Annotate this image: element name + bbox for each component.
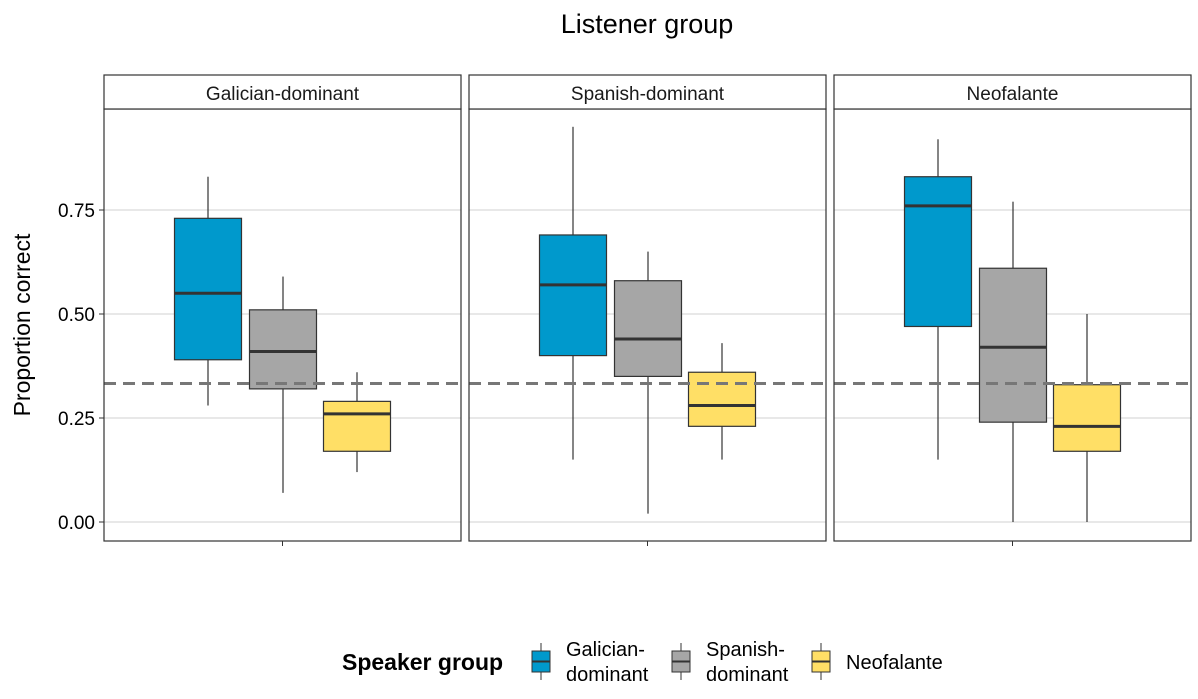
facet-strip-label: Galician-dominant (206, 84, 360, 105)
y-axis-ticks: 0.00 0.25 0.50 0.75 (58, 201, 104, 534)
facet-strip-label: Spanish-dominant (571, 84, 725, 105)
y-axis-label: Proportion correct (9, 233, 35, 416)
box-neofalante (1052, 314, 1122, 522)
legend-title: Speaker group (342, 649, 503, 675)
legend-label: dominant (706, 664, 789, 686)
box-body (903, 176, 973, 328)
box-galician-dominant (903, 139, 973, 460)
legend-label: dominant (566, 664, 649, 686)
box-spanish-dominant (248, 276, 318, 493)
legend-entry: Galician-dominant (531, 639, 649, 686)
box-body (173, 217, 243, 361)
legend-entry: Neofalante (811, 643, 943, 680)
y-tick-label: 0.50 (58, 305, 95, 326)
facet-strip (468, 74, 827, 110)
y-tick-label: 0.00 (58, 513, 95, 534)
box-body (613, 280, 683, 378)
chart-title: Listener group (561, 9, 734, 39)
box-spanish-dominant (613, 251, 683, 514)
box-neofalante (687, 343, 757, 460)
legend-label: Spanish- (706, 639, 785, 661)
legend: Speaker group Galician-dominantSpanish-do… (342, 639, 943, 686)
facet-panel: Spanish-dominant (468, 74, 827, 546)
y-tick-label: 0.75 (58, 201, 95, 222)
facet-strip-label: Neofalante (967, 84, 1059, 105)
box-body (687, 371, 757, 427)
box-body (538, 234, 608, 357)
box-spanish-dominant (978, 201, 1048, 522)
box-body (1052, 384, 1122, 452)
box-neofalante (322, 372, 392, 473)
box-galician-dominant (538, 126, 608, 460)
box-body (978, 267, 1048, 423)
legend-entry: Spanish-dominant (671, 639, 789, 686)
box-body (322, 400, 392, 452)
legend-label: Neofalante (846, 652, 943, 674)
facet-strip (833, 74, 1192, 110)
box-body (248, 309, 318, 390)
legend-label: Galician- (566, 639, 645, 661)
y-tick-label: 0.25 (58, 409, 95, 430)
facet-panels: Galician-dominant Spanish-dominant Neofala… (103, 74, 1192, 546)
facet-panel: Galician-dominant (103, 74, 462, 546)
facet-strip (103, 74, 462, 110)
facet-panel: Neofalante (833, 74, 1192, 546)
